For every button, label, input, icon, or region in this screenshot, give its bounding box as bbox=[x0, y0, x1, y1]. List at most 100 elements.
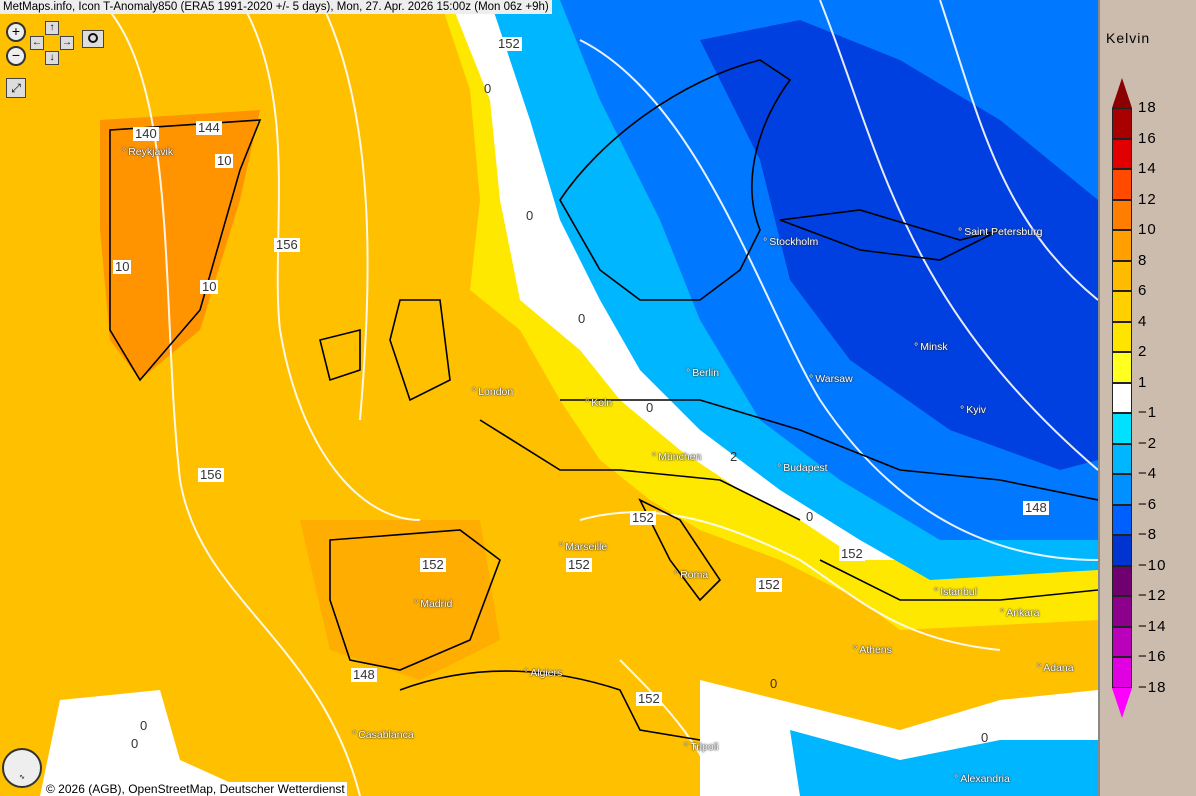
legend-unit: Kelvin bbox=[1106, 30, 1151, 46]
legend-color-box bbox=[1112, 535, 1132, 566]
contour-label: 10 bbox=[200, 279, 219, 294]
legend-label: −1 bbox=[1138, 404, 1158, 421]
contour-label: 0 bbox=[131, 736, 139, 751]
city-label: Warsaw bbox=[809, 373, 853, 385]
zoom-out-icon[interactable]: − bbox=[6, 46, 26, 66]
city-label: Ankara bbox=[1000, 607, 1039, 619]
contour-label: 152 bbox=[420, 557, 446, 572]
contour-label: 152 bbox=[839, 546, 865, 561]
legend-color-box bbox=[1112, 596, 1132, 627]
fullscreen-icon[interactable]: ⤢ bbox=[6, 78, 26, 98]
copyright-notice: © 2026 (AGB), OpenStreetMap, Deutscher W… bbox=[44, 782, 347, 796]
legend-label: 8 bbox=[1138, 251, 1148, 269]
legend-label: 4 bbox=[1138, 312, 1148, 330]
legend-label: 12 bbox=[1138, 190, 1157, 208]
contour-label: 152 bbox=[636, 691, 662, 706]
legend-label: −12 bbox=[1138, 587, 1167, 604]
contour-label: 152 bbox=[496, 36, 522, 51]
contour-label: 156 bbox=[274, 237, 300, 252]
legend-color-box bbox=[1112, 230, 1132, 261]
legend-label: −8 bbox=[1138, 526, 1158, 543]
legend-label: −4 bbox=[1138, 465, 1158, 482]
city-label: München bbox=[652, 451, 701, 463]
legend-label: 1 bbox=[1138, 373, 1148, 391]
city-label: Algiers bbox=[524, 667, 562, 679]
city-label: Alexandria bbox=[954, 773, 1010, 785]
contour-label: 144 bbox=[196, 120, 222, 135]
legend-label: 2 bbox=[1138, 343, 1148, 360]
legend-color-box bbox=[1112, 504, 1132, 535]
contour-label: 152 bbox=[630, 510, 656, 525]
city-label: Stockholm bbox=[763, 236, 818, 248]
city-label: Berlin bbox=[686, 367, 719, 379]
city-label: Athens bbox=[853, 644, 892, 656]
contour-label: 152 bbox=[566, 557, 592, 572]
city-label: Budapest bbox=[777, 462, 827, 474]
legend-label: −10 bbox=[1138, 556, 1167, 574]
legend-label: 14 bbox=[1138, 160, 1157, 177]
legend-color-box bbox=[1112, 657, 1132, 688]
weather-map[interactable]: MetMaps.info, Icon T-Anomaly850 (ERA5 19… bbox=[0, 0, 1098, 796]
city-label: Saint Petersburg bbox=[958, 226, 1042, 238]
legend-color-box bbox=[1112, 321, 1132, 352]
map-title: MetMaps.info, Icon T-Anomaly850 (ERA5 19… bbox=[0, 0, 552, 14]
contour-label: 0 bbox=[646, 400, 654, 415]
legend-label: 6 bbox=[1138, 282, 1148, 299]
legend-label: −18 bbox=[1138, 678, 1167, 696]
legend-arrow-bottom bbox=[1112, 687, 1132, 718]
contour-label: 148 bbox=[1023, 500, 1049, 515]
pan-down-button[interactable]: ↓ bbox=[45, 51, 59, 65]
pan-right-button[interactable]: → bbox=[60, 36, 74, 50]
contour-label: 156 bbox=[198, 467, 224, 482]
legend-color-box bbox=[1112, 138, 1132, 169]
camera-icon[interactable] bbox=[82, 30, 104, 48]
contour-label: 0 bbox=[770, 676, 778, 691]
legend-color-box bbox=[1112, 352, 1132, 383]
legend-label: −14 bbox=[1138, 617, 1167, 635]
metmaps-logo: ∿ bbox=[2, 748, 42, 788]
legend-label: −2 bbox=[1138, 434, 1158, 452]
contour-label: 10 bbox=[113, 259, 132, 274]
zoom-in-icon[interactable]: + bbox=[6, 22, 26, 42]
legend-color-box bbox=[1112, 474, 1132, 505]
city-label: Minsk bbox=[914, 341, 947, 353]
contour-label: 140 bbox=[133, 126, 159, 141]
city-label: Istanbul bbox=[934, 586, 977, 598]
contour-label: 0 bbox=[578, 311, 586, 326]
city-label: Adana bbox=[1037, 662, 1073, 674]
city-label: Kyiv bbox=[960, 404, 986, 416]
contour-label: 2 bbox=[730, 449, 738, 464]
legend-color-box bbox=[1112, 260, 1132, 291]
legend-label: 10 bbox=[1138, 221, 1157, 238]
contour-label: 0 bbox=[140, 718, 148, 733]
city-label: Roma bbox=[674, 569, 708, 581]
legend-label: 16 bbox=[1138, 129, 1157, 147]
legend-color-box bbox=[1112, 413, 1132, 444]
legend-color-box bbox=[1112, 626, 1132, 657]
city-label: Koln bbox=[585, 397, 612, 409]
pan-left-button[interactable]: ← bbox=[30, 36, 44, 50]
color-legend: Kelvin 18 16 14 12 10 8 6 4 2 1 −1 −2 −4 −6 −8 −10 −12 −1… bbox=[1098, 0, 1196, 796]
city-label: London bbox=[472, 386, 513, 398]
contour-label: 0 bbox=[484, 81, 492, 96]
legend-label: −6 bbox=[1138, 495, 1158, 513]
legend-color-box bbox=[1112, 199, 1132, 230]
contour-label: 10 bbox=[215, 153, 234, 168]
city-label: Tripoli bbox=[684, 741, 718, 753]
legend-color-box bbox=[1112, 291, 1132, 322]
legend-label: 18 bbox=[1138, 99, 1157, 116]
pan-up-button[interactable]: ↑ bbox=[45, 21, 59, 35]
city-label: Marseille bbox=[559, 541, 607, 553]
city-label: Casablanca bbox=[352, 729, 413, 741]
city-label: Reykjavik bbox=[122, 146, 173, 158]
contour-label: 0 bbox=[526, 208, 534, 223]
contour-label: 148 bbox=[351, 667, 377, 682]
legend-color-box bbox=[1112, 565, 1132, 596]
legend-color-box bbox=[1112, 108, 1132, 139]
contour-label: 152 bbox=[756, 577, 782, 592]
city-label: Madrid bbox=[414, 598, 452, 610]
legend-color-box bbox=[1112, 443, 1132, 474]
contour-label: 0 bbox=[981, 730, 989, 745]
legend-color-box bbox=[1112, 169, 1132, 200]
legend-arrow-top bbox=[1112, 78, 1132, 108]
